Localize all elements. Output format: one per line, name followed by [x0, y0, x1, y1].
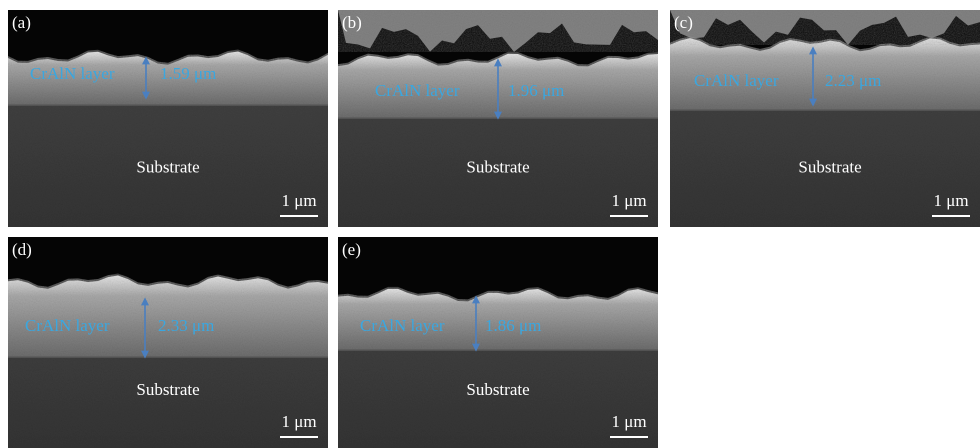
scale-bar-label: 1 μm	[611, 412, 646, 431]
panel-label: (a)	[12, 13, 31, 32]
sem-panel: (b) CrAlN layer 1.96 μm Substrate 1 μm	[338, 10, 658, 227]
substrate-label: Substrate	[466, 380, 529, 399]
panel-image	[8, 10, 328, 227]
panel-label: (d)	[12, 240, 32, 259]
panel-label: (e)	[342, 240, 361, 259]
sem-panel: (c) CrAlN layer 2.23 μm Substrate 1 μm	[670, 10, 980, 227]
panel-label: (b)	[342, 13, 362, 32]
panel-image	[338, 10, 658, 227]
substrate-label: Substrate	[136, 380, 199, 399]
thickness-label: 1.86 μm	[485, 316, 541, 335]
substrate-label: Substrate	[136, 157, 199, 176]
scale-bar-label: 1 μm	[933, 191, 968, 210]
panel-label: (c)	[674, 13, 693, 32]
layer-label: CrAlN layer	[375, 81, 460, 100]
sem-panel: (a) CrAlN layer 1.59 μm Substrate 1 μm	[8, 10, 328, 227]
layer-label: CrAlN layer	[30, 64, 115, 83]
thickness-label: 2.33 μm	[158, 316, 214, 335]
layer-label: CrAlN layer	[360, 316, 445, 335]
panel-image	[8, 237, 328, 448]
layer-label: CrAlN layer	[694, 71, 779, 90]
scale-bar-label: 1 μm	[281, 412, 316, 431]
thickness-label: 1.59 μm	[160, 64, 216, 83]
scale-bar-label: 1 μm	[281, 191, 316, 210]
figure: (a) CrAlN layer 1.59 μm Substrate 1 μm (b) CrA…	[0, 0, 980, 448]
scale-bar-label: 1 μm	[611, 191, 646, 210]
layer-label: CrAlN layer	[25, 316, 110, 335]
thickness-label: 2.23 μm	[825, 71, 881, 90]
sem-panel: (d) CrAlN layer 2.33 μm Substrate 1 μm	[8, 237, 328, 448]
background-vacuum	[8, 10, 328, 63]
substrate-label: Substrate	[798, 157, 861, 176]
thickness-label: 1.96 μm	[508, 81, 564, 100]
substrate-label: Substrate	[466, 157, 529, 176]
sem-panel: (e) CrAlN layer 1.86 μm Substrate 1 μm	[338, 237, 658, 448]
background-vacuum	[8, 237, 328, 287]
panel-image	[338, 237, 658, 448]
